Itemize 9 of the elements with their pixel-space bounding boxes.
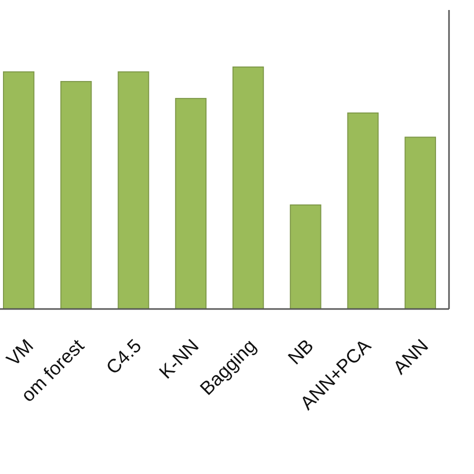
x-tick-label: VM [3, 336, 38, 371]
bar [290, 204, 322, 310]
bar [232, 66, 264, 310]
bar [175, 98, 207, 310]
bar [2, 71, 34, 310]
bar [404, 136, 436, 310]
bar [118, 71, 150, 310]
bar [60, 81, 92, 310]
bar [347, 112, 379, 310]
